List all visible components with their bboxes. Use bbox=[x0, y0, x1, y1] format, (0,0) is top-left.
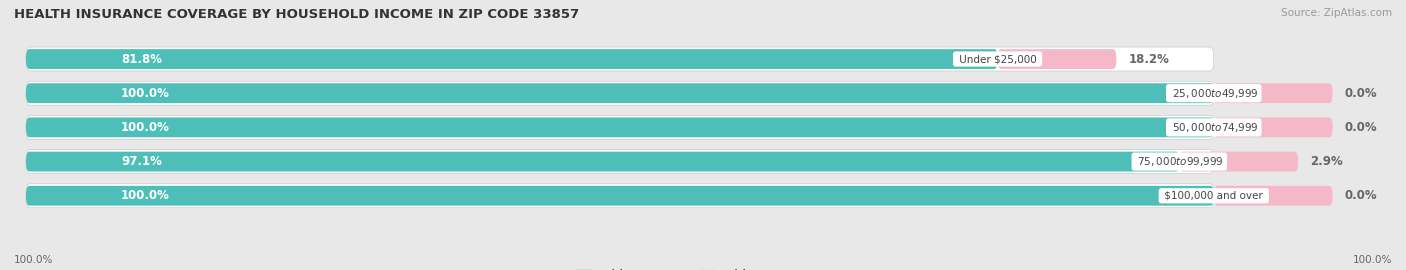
FancyBboxPatch shape bbox=[25, 83, 1213, 103]
Text: $75,000 to $99,999: $75,000 to $99,999 bbox=[1135, 155, 1225, 168]
Text: 0.0%: 0.0% bbox=[1344, 189, 1376, 202]
Text: $25,000 to $49,999: $25,000 to $49,999 bbox=[1168, 87, 1258, 100]
FancyBboxPatch shape bbox=[1213, 83, 1333, 103]
Text: 100.0%: 100.0% bbox=[14, 255, 53, 265]
Text: 0.0%: 0.0% bbox=[1344, 121, 1376, 134]
Text: 18.2%: 18.2% bbox=[1128, 53, 1170, 66]
FancyBboxPatch shape bbox=[998, 49, 1116, 69]
Legend: With Coverage, Without Coverage: With Coverage, Without Coverage bbox=[572, 264, 834, 270]
Text: Under $25,000: Under $25,000 bbox=[956, 54, 1039, 64]
Text: $100,000 and over: $100,000 and over bbox=[1161, 191, 1267, 201]
Text: 100.0%: 100.0% bbox=[121, 87, 170, 100]
FancyBboxPatch shape bbox=[25, 117, 1213, 137]
FancyBboxPatch shape bbox=[25, 186, 1213, 206]
Text: 81.8%: 81.8% bbox=[121, 53, 162, 66]
FancyBboxPatch shape bbox=[1213, 186, 1333, 206]
Text: Source: ZipAtlas.com: Source: ZipAtlas.com bbox=[1281, 8, 1392, 18]
Text: HEALTH INSURANCE COVERAGE BY HOUSEHOLD INCOME IN ZIP CODE 33857: HEALTH INSURANCE COVERAGE BY HOUSEHOLD I… bbox=[14, 8, 579, 21]
Text: 2.9%: 2.9% bbox=[1310, 155, 1343, 168]
Text: 100.0%: 100.0% bbox=[121, 121, 170, 134]
FancyBboxPatch shape bbox=[25, 49, 998, 69]
Text: $50,000 to $74,999: $50,000 to $74,999 bbox=[1168, 121, 1258, 134]
Text: 100.0%: 100.0% bbox=[1353, 255, 1392, 265]
FancyBboxPatch shape bbox=[1213, 117, 1333, 137]
FancyBboxPatch shape bbox=[25, 152, 1180, 171]
Text: 0.0%: 0.0% bbox=[1344, 87, 1376, 100]
Text: 100.0%: 100.0% bbox=[121, 189, 170, 202]
FancyBboxPatch shape bbox=[25, 150, 1213, 174]
FancyBboxPatch shape bbox=[25, 47, 1213, 71]
FancyBboxPatch shape bbox=[1180, 152, 1298, 171]
Text: 97.1%: 97.1% bbox=[121, 155, 162, 168]
FancyBboxPatch shape bbox=[25, 81, 1213, 105]
FancyBboxPatch shape bbox=[25, 184, 1213, 208]
FancyBboxPatch shape bbox=[25, 116, 1213, 139]
